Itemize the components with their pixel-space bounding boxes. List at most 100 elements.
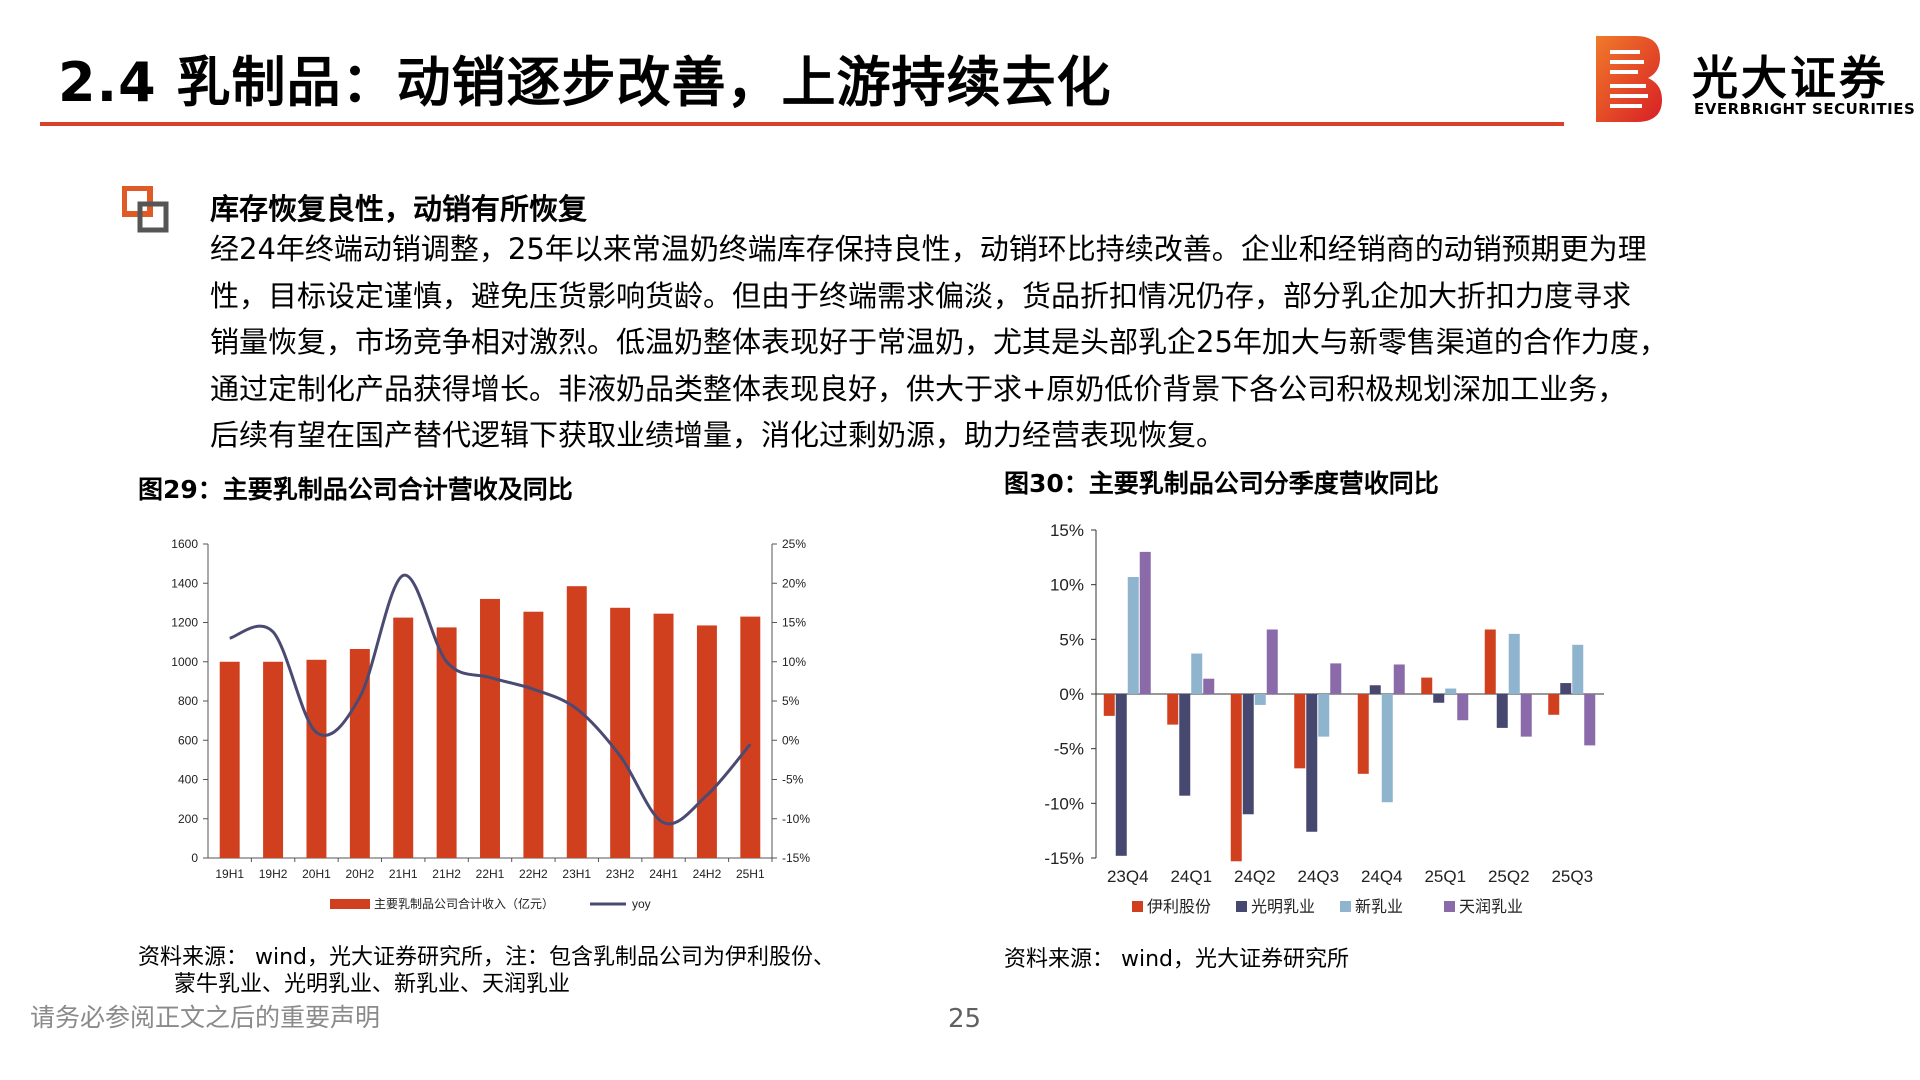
bar	[1254, 694, 1266, 705]
x-tick-label: 20H1	[302, 867, 331, 881]
body-line: 通过定制化产品获得增长。非液奶品类整体表现良好，供大于求+原奶低价背景下各公司积…	[210, 371, 1627, 406]
x-tick-label: 23H1	[562, 867, 591, 881]
bar	[1433, 694, 1445, 703]
source-line: 资料来源： wind，光大证券研究所，注：包含乳制品公司为伊利股份、	[138, 945, 836, 970]
y-left-tick-label: 0	[191, 851, 198, 865]
x-tick-label: 19H1	[215, 867, 244, 881]
x-tick-label: 24Q3	[1297, 867, 1339, 886]
x-tick-label: 23Q4	[1107, 867, 1149, 886]
orange-square-bullet-icon	[122, 186, 169, 233]
bar	[1203, 678, 1215, 694]
bar	[1103, 694, 1115, 716]
y-right-tick-label: -10%	[782, 812, 810, 826]
bar	[1421, 677, 1433, 694]
figure-30-source: 资料来源： wind，光大证券研究所	[1004, 946, 1349, 973]
bar	[1330, 663, 1342, 694]
legend-label: 伊利股份	[1147, 897, 1211, 916]
x-tick-label: 25Q2	[1488, 867, 1530, 886]
bar	[1167, 694, 1179, 725]
figure-30-title: 图30：主要乳制品公司分季度营收同比	[1004, 469, 1439, 498]
body-line: 后续有望在国产替代逻辑下获取业绩增量，消化过剩奶源，助力经营表现恢复。	[210, 418, 1226, 452]
y-tick-label: 5%	[1059, 630, 1084, 649]
page-title: 2.4 乳制品：动销逐步改善，上游持续去化	[58, 51, 1112, 114]
bar	[263, 661, 284, 858]
legend-label: yoy	[632, 897, 651, 911]
x-tick-label: 25Q1	[1424, 867, 1466, 886]
bar	[610, 607, 631, 858]
x-tick-label: 24Q4	[1361, 867, 1403, 886]
bar	[1560, 683, 1572, 694]
bar	[566, 586, 587, 858]
y-tick-label: -15%	[1044, 849, 1084, 868]
bar	[1548, 694, 1560, 715]
bar	[1584, 694, 1596, 746]
bar	[349, 648, 370, 858]
bar	[436, 627, 457, 858]
body-line: 经24年终端动销调整，25年以来常温奶终端库存保持良性，动销环比持续改善。企业和…	[210, 232, 1647, 266]
y-right-tick-label: 0%	[782, 733, 800, 747]
legend-swatch-bar	[330, 899, 370, 909]
y-left-tick-label: 800	[178, 694, 198, 708]
quarterly-yoy-chart: -15% -10% -5% 0% 5% 10% 15% 23Q4 24Q1 24Q2 24Q3 24Q…	[1044, 521, 1604, 916]
bar	[1294, 694, 1306, 769]
source-line: 蒙牛乳业、光明乳业、新乳业、天润乳业	[174, 972, 571, 997]
body-paragraph: 经24年终端动销调整，25年以来常温奶终端库存保持良性，动销环比持续改善。企业和…	[210, 226, 1830, 459]
body-line: 销量恢复，市场竞争相对激烈。低温奶整体表现好于常温奶，尤其是头部乳企25年加大与…	[210, 325, 1668, 359]
everbright-b-logo-icon	[1596, 36, 1662, 122]
x-tick-label: 22H1	[476, 867, 505, 881]
y-right-tick-label: -15%	[782, 851, 810, 865]
bar	[1115, 694, 1127, 856]
x-tick-label: 19H2	[259, 867, 288, 881]
y-left-tick-label: 200	[178, 812, 198, 826]
legend-label: 新乳业	[1355, 897, 1403, 916]
source-line: 资料来源： wind，光大证券研究所	[1004, 947, 1350, 972]
y-tick-label: 10%	[1050, 576, 1084, 595]
bar	[1572, 644, 1584, 694]
y-left-tick-label: 1000	[171, 655, 198, 669]
bar	[393, 617, 414, 858]
x-tick-label: 20H2	[346, 867, 375, 881]
body-line: 性，目标设定谨慎，避免压货影响货龄。但由于终端需求偏淡，货品折扣情况仍存，部分乳…	[210, 278, 1632, 313]
x-tick-label: 24Q2	[1234, 867, 1276, 886]
company-logo: 光大证券 EVERBRIGHT SECURITIES	[1596, 36, 1915, 126]
y-left-tick-label: 1400	[171, 576, 198, 590]
x-tick-label: 21H2	[432, 867, 461, 881]
legend-swatch	[1444, 901, 1455, 912]
x-tick-label: 22H2	[519, 867, 548, 881]
figure-29-source: 资料来源： wind，光大证券研究所，注：包含乳制品公司为伊利股份、 蒙牛乳业、…	[138, 944, 835, 998]
legend-label: 光明乳业	[1251, 897, 1315, 916]
y-left-tick-label: 1600	[171, 537, 198, 551]
legend-swatch	[1132, 901, 1143, 912]
y-right-tick-label: -5%	[782, 773, 804, 787]
section-heading: 库存恢复良性，动销有所恢复	[210, 192, 588, 226]
bar	[740, 616, 761, 858]
bar	[1357, 694, 1369, 774]
y-right-tick-label: 15%	[782, 616, 806, 630]
bar	[1266, 629, 1278, 694]
bar	[1318, 694, 1330, 737]
y-right-tick-label: 20%	[782, 576, 806, 590]
x-tick-label: 25H1	[736, 867, 765, 881]
x-tick-label: 24H2	[693, 867, 722, 881]
bar	[696, 625, 717, 858]
y-tick-label: -5%	[1054, 740, 1084, 759]
bar	[1127, 577, 1139, 694]
bar	[306, 659, 327, 858]
bar	[1369, 685, 1381, 694]
disclaimer-note: 请务必参阅正文之后的重要声明	[30, 1003, 381, 1032]
x-tick-label: 25Q3	[1551, 867, 1593, 886]
logo-text-cn: 光大证券	[1692, 51, 1888, 105]
x-tick-label: 23H2	[606, 867, 635, 881]
y-left-tick-label: 600	[178, 733, 198, 747]
legend-label: 天润乳业	[1459, 897, 1523, 916]
bar	[1508, 633, 1520, 694]
legend-label: 主要乳制品公司合计收入（亿元）	[374, 896, 554, 911]
y-tick-label: -10%	[1044, 794, 1084, 813]
bar	[1179, 694, 1191, 796]
bar	[1381, 694, 1393, 803]
figure-29-title: 图29：主要乳制品公司合计营收及同比	[138, 475, 573, 504]
y-tick-label: 0%	[1059, 685, 1084, 704]
bar	[480, 598, 500, 858]
bar	[1139, 551, 1151, 694]
logo-text-en: EVERBRIGHT SECURITIES	[1694, 100, 1916, 118]
